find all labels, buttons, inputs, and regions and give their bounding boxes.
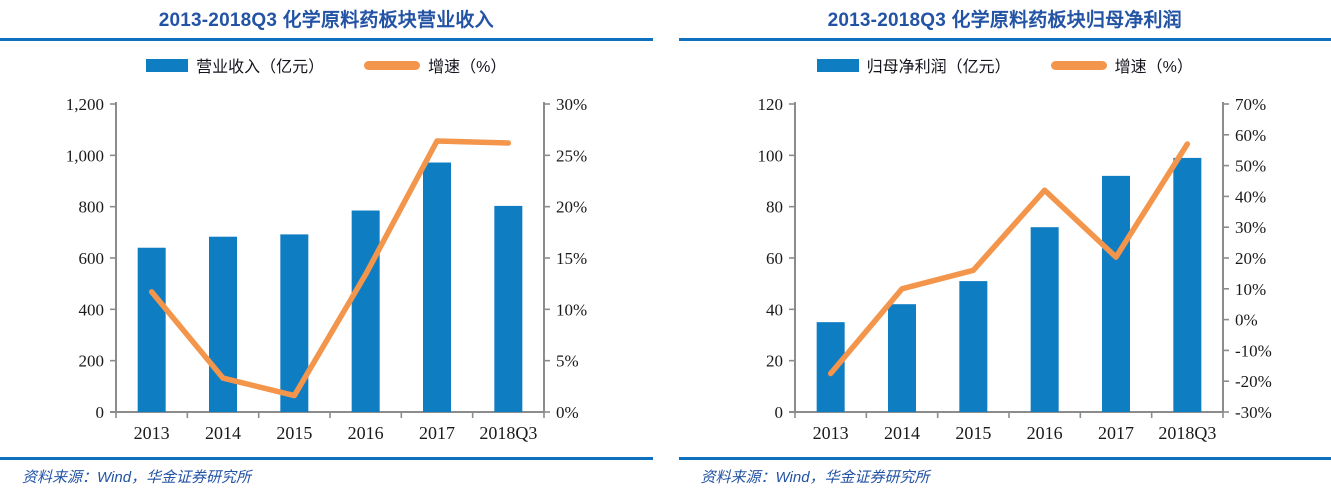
bar-2016 — [351, 210, 380, 412]
line-swatch-icon — [364, 60, 421, 70]
bar-legend-label: 归母净利润（亿元） — [866, 59, 1011, 76]
net-profit-chart-title: 2013-2018Q3 化学原料药板块归母净利润 — [827, 10, 1182, 31]
bar-2017 — [1101, 175, 1130, 412]
legend-item-bar: 营业收入（亿元） — [146, 53, 324, 77]
right-tick-label: 20% — [556, 198, 587, 217]
right-tick-label: 0% — [1235, 311, 1258, 330]
revenue-chart-legend: 营业收入（亿元） 增速（%） — [0, 41, 653, 89]
right-tick-label: 10% — [1235, 280, 1266, 299]
right-tick-label: 10% — [556, 300, 587, 319]
right-tick-label: 0% — [556, 403, 579, 422]
left-tick-label: 600 — [79, 249, 105, 268]
right-tick-label: 70% — [1235, 95, 1266, 114]
legend-item-line: 增速（%） — [338, 53, 506, 77]
bar-2017 — [423, 162, 451, 412]
line-swatch-icon — [1050, 60, 1107, 70]
category-label: 2018Q3 — [479, 423, 537, 443]
left-tick-label: 400 — [79, 300, 105, 319]
category-label: 2013 — [812, 423, 848, 443]
category-label: 2016 — [1026, 423, 1062, 443]
category-label: 2015 — [955, 423, 991, 443]
left-tick-label: 800 — [79, 198, 105, 217]
right-tick-label: 30% — [556, 95, 587, 114]
bar-2013 — [816, 322, 845, 412]
right-tick-label: 60% — [1235, 126, 1266, 145]
line-legend-label: 增速（%） — [1114, 59, 1193, 76]
category-label: 2014 — [205, 423, 241, 443]
bar-2014 — [209, 236, 237, 412]
right-tick-label: 40% — [1235, 187, 1266, 206]
growth-line — [148, 138, 512, 399]
bar-2013 — [137, 247, 166, 412]
right-tick-label: 30% — [1235, 218, 1266, 237]
category-label: 2013 — [134, 423, 170, 443]
left-tick-label: 0 — [774, 403, 783, 422]
bottom-rule — [678, 457, 1331, 460]
source-note: 资料来源：Wind，华金证券研究所 — [22, 469, 252, 486]
left-tick-label: 80 — [766, 198, 783, 217]
growth-line — [827, 141, 1190, 377]
category-label: 2015 — [276, 423, 312, 443]
left-tick-label: 20 — [766, 352, 783, 371]
left-tick-label: 200 — [79, 352, 105, 371]
bar-2015 — [280, 234, 309, 412]
bar-2018Q3 — [1172, 157, 1201, 412]
bar-2015 — [958, 281, 987, 412]
bar-swatch-icon — [816, 58, 859, 72]
title-underline — [0, 38, 653, 41]
right-tick-label: 15% — [556, 249, 587, 268]
net-profit-chart: 0 20 40 60 80 100 120 -30% -20% -10% 0% 10% 20% 30% 40… — [757, 95, 1272, 443]
category-label: 2014 — [884, 423, 920, 443]
net-profit-chart-panel: 2013-2018Q3 化学原料药板块归母净利润 归母净利润（亿元） 增速（%）… — [678, 0, 1331, 489]
bar-2018Q3 — [494, 205, 523, 412]
legend-item-line: 增速（%） — [1025, 53, 1193, 77]
left-tick-label: 120 — [757, 95, 783, 114]
legend-item-bar: 归母净利润（亿元） — [816, 53, 1011, 77]
bottom-rule — [0, 457, 653, 460]
bar-2016 — [1030, 227, 1059, 412]
bar-swatch-icon — [146, 58, 189, 72]
category-label: 2018Q3 — [1158, 423, 1216, 443]
net-profit-chart-legend: 归母净利润（亿元） 增速（%） — [679, 41, 1331, 89]
right-tick-label: 20% — [1235, 249, 1266, 268]
bar-legend-label: 营业收入（亿元） — [196, 59, 325, 76]
category-label: 2017 — [419, 423, 455, 443]
revenue-chart-title: 2013-2018Q3 化学原料药板块营业收入 — [158, 10, 494, 31]
right-tick-label: -20% — [1235, 372, 1272, 391]
left-tick-label: 1,200 — [66, 95, 104, 114]
source-note: 资料来源：Wind，华金证券研究所 — [700, 469, 930, 486]
left-tick-label: 0 — [96, 403, 105, 422]
left-tick-label: 40 — [766, 300, 783, 319]
revenue-chart-panel: 2013-2018Q3 化学原料药板块营业收入 营业收入（亿元） 增速（%） 0… — [0, 0, 653, 489]
revenue-chart: 0 200 400 600 800 1,000 1,200 0% 5% 10% 15% 20% 25% 3… — [66, 95, 587, 443]
left-tick-label: 60 — [766, 249, 783, 268]
line-legend-label: 增速（%） — [428, 59, 507, 76]
bar-2014 — [887, 304, 916, 412]
right-tick-label: 50% — [1235, 157, 1266, 176]
right-tick-label: 5% — [556, 352, 579, 371]
left-tick-label: 1,000 — [66, 146, 104, 165]
right-tick-label: -10% — [1235, 341, 1272, 360]
category-label: 2017 — [1098, 423, 1134, 443]
category-label: 2016 — [348, 423, 384, 443]
title-underline — [678, 38, 1331, 41]
right-tick-label: -30% — [1235, 403, 1272, 422]
right-tick-label: 25% — [556, 146, 587, 165]
left-tick-label: 100 — [757, 146, 783, 165]
